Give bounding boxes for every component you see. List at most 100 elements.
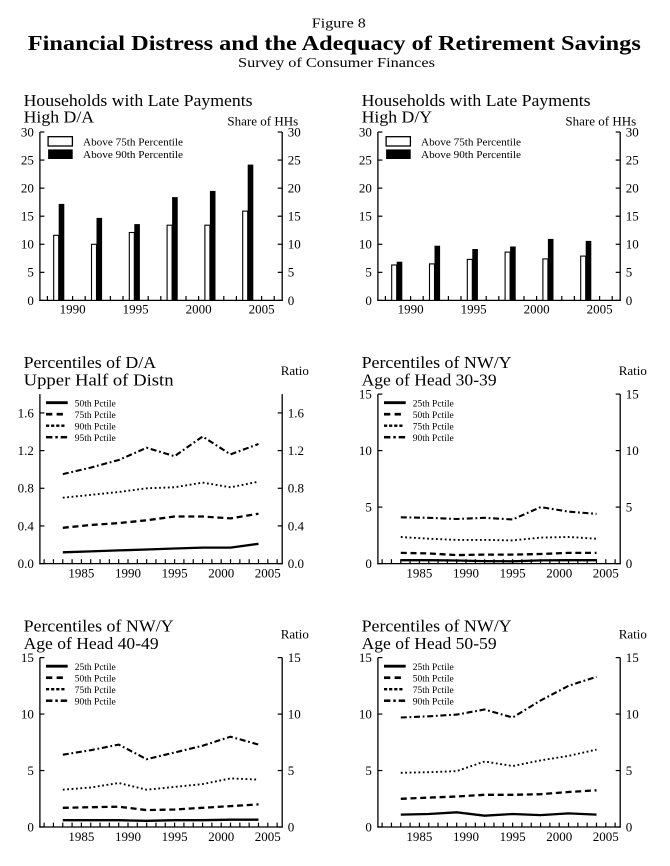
svg-text:1990: 1990 <box>60 302 86 317</box>
svg-text:1990: 1990 <box>398 302 424 317</box>
svg-text:1990: 1990 <box>453 829 479 844</box>
svg-text:5: 5 <box>27 265 34 280</box>
svg-text:90th Pctile: 90th Pctile <box>413 698 454 708</box>
svg-text:2005: 2005 <box>249 302 275 317</box>
svg-text:25: 25 <box>21 152 34 167</box>
svg-text:50th Pctile: 50th Pctile <box>75 400 116 410</box>
svg-text:15: 15 <box>21 209 34 224</box>
svg-text:95th Pctile: 95th Pctile <box>75 434 116 444</box>
svg-text:15: 15 <box>359 387 372 402</box>
svg-text:25th Pctile: 25th Pctile <box>413 663 454 673</box>
svg-text:Ratio: Ratio <box>619 626 647 641</box>
svg-text:1995: 1995 <box>461 302 487 317</box>
svg-text:10: 10 <box>626 706 639 721</box>
svg-text:10: 10 <box>626 237 639 252</box>
svg-text:1995: 1995 <box>500 829 526 844</box>
svg-text:10: 10 <box>359 443 372 458</box>
svg-text:1995: 1995 <box>162 829 188 844</box>
svg-text:1995: 1995 <box>123 302 149 317</box>
svg-text:15: 15 <box>626 387 639 402</box>
svg-text:1.6: 1.6 <box>18 405 35 420</box>
svg-text:Households with Late Payments: Households with Late Payments <box>24 91 253 110</box>
svg-text:15: 15 <box>288 650 301 665</box>
svg-text:5: 5 <box>365 265 372 280</box>
svg-text:2005: 2005 <box>593 565 619 580</box>
svg-text:0: 0 <box>27 293 34 308</box>
svg-text:Percentiles of NW/Y: Percentiles of NW/Y <box>362 353 512 372</box>
svg-text:75th Pctile: 75th Pctile <box>413 686 454 696</box>
svg-text:15: 15 <box>288 209 301 224</box>
svg-text:Share of HHs: Share of HHs <box>227 114 298 129</box>
svg-text:0.0: 0.0 <box>288 556 304 571</box>
svg-text:5: 5 <box>626 763 633 778</box>
svg-text:10: 10 <box>359 706 372 721</box>
svg-text:0: 0 <box>365 293 372 308</box>
svg-text:0: 0 <box>626 293 633 308</box>
svg-text:15: 15 <box>626 650 639 665</box>
svg-text:Financial Distress and the Ade: Financial Distress and the Adequacy of R… <box>28 31 641 55</box>
svg-text:20: 20 <box>288 181 301 196</box>
svg-text:50th Pctile: 50th Pctile <box>413 675 454 685</box>
svg-text:20: 20 <box>626 181 639 196</box>
svg-text:Above 75th Percentile: Above 75th Percentile <box>421 137 521 149</box>
svg-text:Ratio: Ratio <box>619 363 647 378</box>
svg-text:1985: 1985 <box>406 565 432 580</box>
svg-text:0.8: 0.8 <box>288 481 304 496</box>
svg-text:Households with Late Payments: Households with Late Payments <box>362 91 591 110</box>
svg-text:1985: 1985 <box>406 829 432 844</box>
svg-text:5: 5 <box>626 500 633 515</box>
svg-text:10: 10 <box>626 443 639 458</box>
svg-text:2005: 2005 <box>255 565 281 580</box>
svg-text:2005: 2005 <box>255 829 281 844</box>
svg-text:Above 90th Percentile: Above 90th Percentile <box>421 149 521 161</box>
svg-text:Percentiles of NW/Y: Percentiles of NW/Y <box>24 617 174 636</box>
svg-text:Figure 8: Figure 8 <box>312 16 366 31</box>
svg-text:0.8: 0.8 <box>18 481 34 496</box>
svg-text:2000: 2000 <box>546 829 572 844</box>
svg-text:25th Pctile: 25th Pctile <box>75 663 116 673</box>
svg-text:Upper Half of Distn: Upper Half of Distn <box>24 370 175 389</box>
svg-text:25th Pctile: 25th Pctile <box>413 400 454 410</box>
svg-text:5: 5 <box>365 763 372 778</box>
svg-text:1990: 1990 <box>115 565 141 580</box>
svg-text:Age of Head 50-59: Age of Head 50-59 <box>362 634 497 653</box>
svg-text:Above 75th Percentile: Above 75th Percentile <box>83 137 183 149</box>
svg-text:1995: 1995 <box>162 565 188 580</box>
svg-text:0: 0 <box>27 819 34 834</box>
svg-text:Ratio: Ratio <box>281 626 309 641</box>
svg-text:1985: 1985 <box>68 565 94 580</box>
svg-text:5: 5 <box>288 265 295 280</box>
svg-text:30: 30 <box>21 124 34 139</box>
svg-text:Ratio: Ratio <box>281 363 309 378</box>
svg-text:90th Pctile: 90th Pctile <box>75 423 116 433</box>
svg-text:25: 25 <box>288 152 301 167</box>
svg-text:1.2: 1.2 <box>288 443 304 458</box>
svg-text:5: 5 <box>288 763 295 778</box>
svg-text:25: 25 <box>359 152 372 167</box>
svg-text:10: 10 <box>288 706 301 721</box>
svg-text:15: 15 <box>359 650 372 665</box>
svg-text:2000: 2000 <box>186 302 212 317</box>
svg-text:0.4: 0.4 <box>18 518 35 533</box>
svg-text:10: 10 <box>21 237 34 252</box>
svg-text:75th Pctile: 75th Pctile <box>75 411 116 421</box>
svg-text:50th Pctile: 50th Pctile <box>75 675 116 685</box>
svg-text:High D/A: High D/A <box>24 108 95 127</box>
svg-text:25: 25 <box>626 152 639 167</box>
svg-text:30: 30 <box>626 124 639 139</box>
svg-text:Percentiles of NW/Y: Percentiles of NW/Y <box>362 617 512 636</box>
svg-text:15: 15 <box>626 209 639 224</box>
svg-text:2000: 2000 <box>208 565 234 580</box>
svg-text:Survey of Consumer Finances: Survey of Consumer Finances <box>238 55 435 70</box>
svg-text:Above 90th Percentile: Above 90th Percentile <box>83 149 183 161</box>
svg-text:0: 0 <box>626 556 633 571</box>
svg-text:90th Pctile: 90th Pctile <box>413 434 454 444</box>
svg-text:2000: 2000 <box>524 302 550 317</box>
svg-text:20: 20 <box>21 181 34 196</box>
svg-text:15: 15 <box>359 209 372 224</box>
svg-text:50th Pctile: 50th Pctile <box>413 411 454 421</box>
svg-text:2000: 2000 <box>546 565 572 580</box>
svg-text:1995: 1995 <box>500 565 526 580</box>
svg-text:Age of Head 30-39: Age of Head 30-39 <box>362 370 497 389</box>
svg-text:1985: 1985 <box>68 829 94 844</box>
